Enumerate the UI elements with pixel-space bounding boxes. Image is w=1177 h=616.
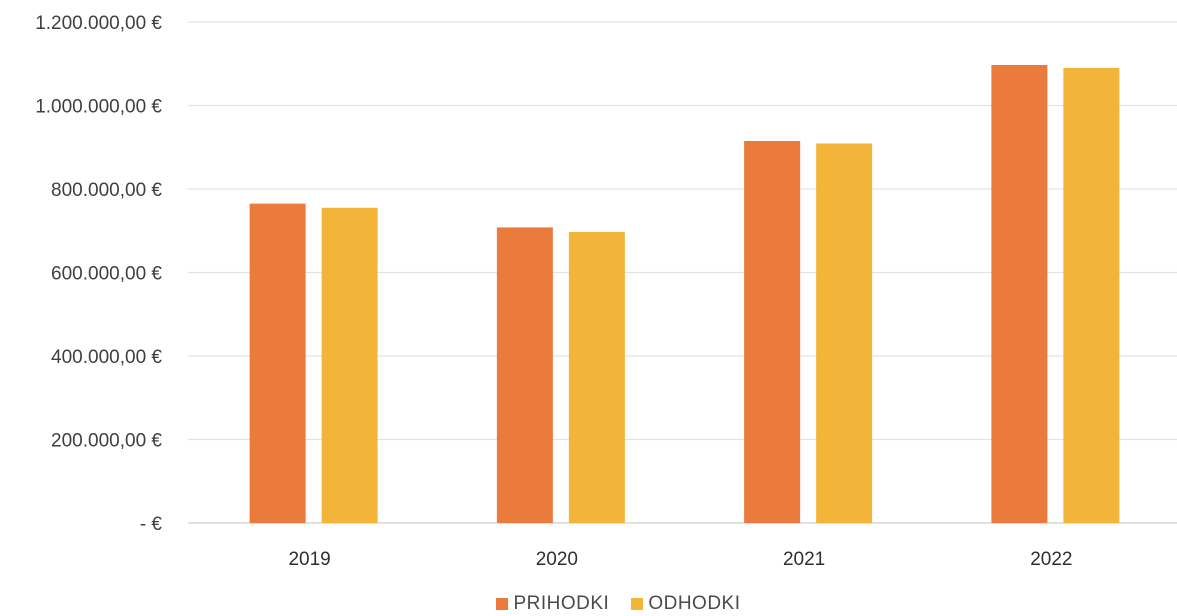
bar-prihodki-2019 bbox=[249, 203, 306, 524]
bar-odhodki-2020 bbox=[568, 232, 625, 523]
x-category-label: 2020 bbox=[536, 549, 578, 570]
legend-swatch-prihodki bbox=[496, 598, 509, 610]
legend-label-prihodki: PRIHODKI bbox=[513, 593, 610, 614]
x-category-label: 2019 bbox=[288, 549, 330, 570]
y-tick-label: 400.000,00 € bbox=[51, 347, 162, 368]
y-tick-label: 1.200.000,00 € bbox=[35, 13, 162, 34]
legend: PRIHODKI ODHODKI bbox=[30, 592, 1177, 616]
y-tick-label: 1.000.000,00 € bbox=[35, 97, 162, 118]
legend-item-odhodki: ODHODKI bbox=[631, 593, 740, 615]
x-axis-category-labels: 2019 2020 2021 2022 bbox=[288, 549, 1072, 570]
bar-odhodki-2022 bbox=[1063, 67, 1120, 524]
y-axis-tick-labels: - € 200.000,00 € 400.000,00 € 600.000,00 € 8… bbox=[35, 13, 162, 535]
y-tick-label: 200.000,00 € bbox=[51, 431, 162, 452]
legend-swatch-odhodki bbox=[631, 598, 644, 610]
legend-item-prihodki: PRIHODKI bbox=[496, 593, 609, 615]
bar-odhodki-2021 bbox=[816, 143, 873, 523]
y-tick-label: 800.000,00 € bbox=[51, 180, 162, 201]
chart-canvas: - € 200.000,00 € 400.000,00 € 600.000,00 € 8… bbox=[35, 13, 1177, 570]
x-category-label: 2022 bbox=[1030, 549, 1072, 570]
y-tick-label: 600.000,00 € bbox=[51, 264, 162, 285]
bar-prihodki-2021 bbox=[744, 140, 801, 524]
bar-prihodki-2020 bbox=[496, 227, 553, 523]
bars bbox=[249, 65, 1120, 524]
bar-odhodki-2019 bbox=[321, 207, 378, 523]
y-tick-label: - € bbox=[140, 514, 163, 535]
legend-label-odhodki: ODHODKI bbox=[648, 593, 741, 614]
bar-prihodki-2022 bbox=[991, 65, 1048, 523]
x-category-label: 2021 bbox=[783, 549, 825, 570]
